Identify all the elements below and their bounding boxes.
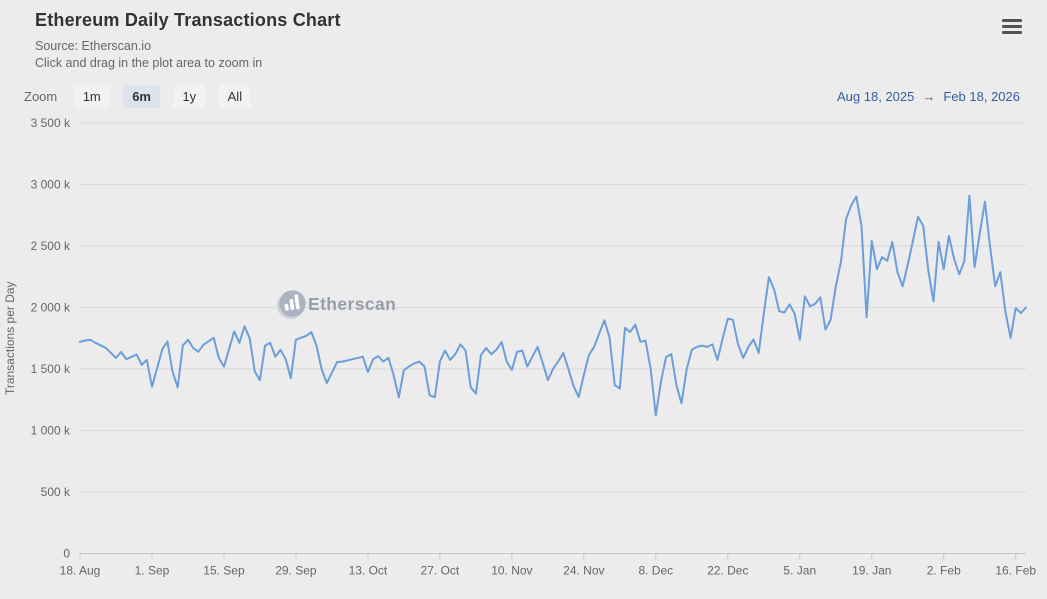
x-axis-tick-label: 19. Jan bbox=[852, 564, 891, 578]
y-axis-title: Transactions per Day bbox=[3, 281, 17, 395]
x-axis-tick-label: 22. Dec bbox=[707, 564, 748, 578]
y-axis-tick-label: 3 500 k bbox=[31, 116, 71, 130]
chart-header: Ethereum Daily Transactions Chart Source… bbox=[35, 10, 341, 72]
arrow-right-icon: → bbox=[922, 89, 936, 104]
y-axis-tick-label: 3 000 k bbox=[31, 178, 71, 192]
x-axis-tick-label: 8. Dec bbox=[638, 564, 673, 578]
y-axis-tick-label: 1 000 k bbox=[31, 424, 71, 438]
y-axis-tick-label: 500 k bbox=[41, 485, 71, 499]
y-axis-tick-label: 2 000 k bbox=[31, 301, 71, 315]
x-axis-tick-label: 2. Feb bbox=[927, 564, 961, 578]
etherscan-logo-bars bbox=[284, 294, 300, 311]
etherscan-watermark: Etherscan bbox=[277, 290, 396, 319]
chart-context-menu-button[interactable] bbox=[1002, 19, 1022, 34]
x-axis-tick-label: 18. Aug bbox=[60, 564, 101, 578]
x-axis-tick-label: 29. Sep bbox=[275, 564, 317, 578]
page-title: Ethereum Daily Transactions Chart bbox=[35, 10, 341, 30]
zoom-button-1y[interactable]: 1y bbox=[173, 85, 206, 108]
x-axis-tick-label: 24. Nov bbox=[563, 564, 604, 578]
hamburger-menu-icon bbox=[1002, 19, 1022, 22]
y-axis-tick-label: 1 500 k bbox=[31, 362, 71, 376]
hamburger-menu-icon bbox=[1002, 25, 1022, 28]
x-axis-tick-label: 10. Nov bbox=[491, 564, 532, 578]
hamburger-menu-icon bbox=[1002, 31, 1022, 34]
x-axis-tick-label: 13. Oct bbox=[349, 564, 388, 578]
zoom-button-all[interactable]: All bbox=[218, 85, 252, 108]
y-axis-tick-label: 0 bbox=[63, 547, 70, 561]
x-axis-tick-label: 5. Jan bbox=[783, 564, 816, 578]
range-to-date[interactable]: Feb 18, 2026 bbox=[943, 89, 1020, 104]
zoom-button-6m[interactable]: 6m bbox=[123, 85, 160, 108]
range-selector: Zoom 1m 6m 1y All Aug 18, 2025 → Feb 18, 2… bbox=[24, 85, 1020, 111]
zoom-hint-subtitle: Click and drag in the plot area to zoom … bbox=[35, 56, 263, 70]
x-axis-tick-label: 16. Feb bbox=[995, 564, 1036, 578]
y-axis-tick-label: 2 500 k bbox=[31, 239, 71, 253]
watermark-label: Etherscan bbox=[308, 294, 396, 314]
chart-source-subtitle: Source: Etherscan.io bbox=[35, 39, 152, 53]
date-range-display: Aug 18, 2025 → Feb 18, 2026 bbox=[837, 89, 1020, 104]
x-axis-tick-label: 1. Sep bbox=[135, 564, 170, 578]
x-axis-tick-label: 15. Sep bbox=[203, 564, 245, 578]
transactions-series-line bbox=[79, 194, 1027, 417]
zoom-label: Zoom bbox=[24, 89, 58, 104]
zoom-button-1m[interactable]: 1m bbox=[73, 85, 110, 108]
x-axis-tick-label: 27. Oct bbox=[421, 564, 460, 578]
range-from-date[interactable]: Aug 18, 2025 bbox=[837, 89, 915, 104]
